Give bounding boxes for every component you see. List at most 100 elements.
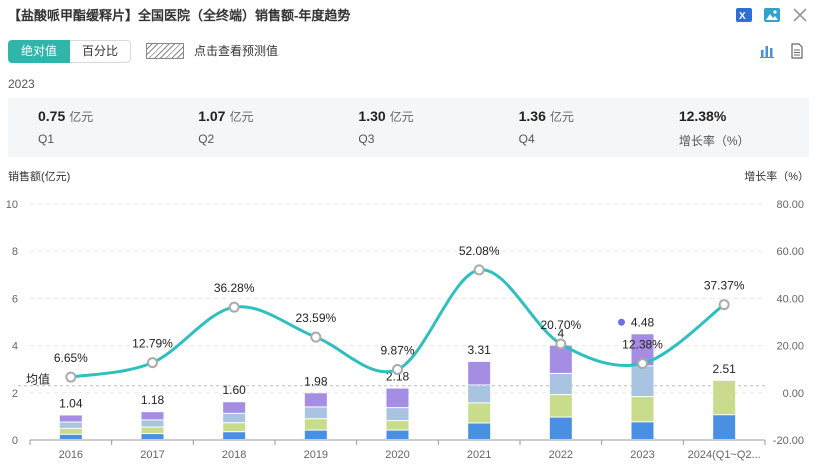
growth-point: [718, 299, 730, 311]
bar-segment-q1: [631, 422, 654, 439]
bar-segment-q2: [141, 427, 164, 434]
growth-rate-line: [70, 268, 726, 379]
bar-chart-icon[interactable]: [759, 43, 777, 61]
bar-total-label: 3.31: [467, 343, 491, 357]
stat-growth: 12.38% 增长率（%）: [649, 98, 809, 157]
growth-label: 36.28%: [214, 281, 255, 295]
forecast-label[interactable]: 点击查看预测值: [194, 44, 279, 58]
mean-label: 均值: [26, 372, 50, 387]
stat-value: 1.07: [198, 108, 226, 124]
stat-unit: 亿元: [69, 110, 94, 124]
bar-total-label: 1.98: [304, 374, 328, 388]
x-tick-label: 2023: [630, 449, 654, 461]
bar-segment-q3: [468, 385, 491, 403]
bar-segment-q4: [549, 345, 572, 373]
bar-total-label: 2.51: [712, 362, 736, 376]
growth-label: 20.70%: [540, 318, 581, 332]
bar-segment-q4: [386, 388, 409, 408]
bar-segment-q2: [713, 380, 736, 415]
forecast-hatch-swatch[interactable]: [146, 42, 184, 59]
stat-value: 1.30: [358, 108, 386, 124]
bar-segment-q1: [549, 417, 572, 439]
y2-axis-title: 增长率（%）: [744, 171, 809, 183]
bar-segment-q1: [59, 434, 82, 439]
y-axis-title: 销售额(亿元): [8, 171, 71, 183]
bar-total-label: 1.18: [141, 393, 165, 407]
stat-q3: 1.30 亿元 Q3: [328, 98, 488, 157]
growth-point: [637, 358, 648, 370]
excel-export-icon[interactable]: X: [735, 6, 753, 24]
growth-point: [392, 364, 403, 376]
growth-label: 37.37%: [704, 279, 745, 293]
x-tick-label: 2017: [140, 449, 164, 461]
chart-title: 【盐酸哌甲酯缓释片】全国医院（全终端）销售额-年度趋势: [8, 8, 351, 23]
stat-unit: 亿元: [549, 110, 574, 124]
growth-point: [555, 338, 567, 350]
x-tick-label: 2024(Q1~Q2...: [688, 449, 761, 461]
stat-value: 0.75: [38, 108, 66, 124]
bar-total-label: 1.60: [222, 383, 246, 397]
y-tick-label: 4: [12, 341, 18, 353]
absolute-value-button[interactable]: 绝对值: [8, 40, 71, 63]
bar-segment-q1: [386, 430, 409, 439]
growth-label: 9.87%: [380, 344, 414, 358]
x-tick-label: 2021: [467, 449, 491, 461]
bar-segment-q4: [631, 334, 654, 366]
data-view-icon[interactable]: [789, 43, 807, 61]
bar-total-label: 2.18: [386, 370, 410, 384]
y2-tick-label: -20.00: [773, 435, 804, 447]
stat-label: 增长率（%）: [678, 134, 750, 148]
x-tick-label: 2018: [222, 449, 246, 461]
bar-total-label: 4: [557, 327, 564, 341]
stat-q4: 1.36 亿元 Q4: [489, 98, 649, 157]
quarter-stats-panel: 0.75 亿元 Q1 1.07 亿元 Q2 1.30 亿元 Q3 1.36 亿元 Q4 …: [8, 98, 809, 157]
bar-total-label: 1.04: [59, 396, 83, 410]
y2-tick-label: 80.00: [776, 199, 804, 211]
bar-segment-q1: [141, 434, 164, 439]
x-tick-label: 2019: [304, 449, 328, 461]
bar-segment-q3: [304, 407, 327, 419]
stat-label: Q4: [518, 132, 535, 146]
close-icon[interactable]: [791, 6, 809, 24]
bar-segment-q4: [59, 415, 82, 422]
bar-segment-q4: [468, 361, 491, 385]
y-tick-label: 8: [12, 246, 18, 258]
growth-point: [65, 371, 77, 383]
stat-unit: 亿元: [229, 110, 254, 124]
stat-unit: 亿元: [389, 110, 414, 124]
header: 【盐酸哌甲酯缓释片】全国医院（全终端）销售额-年度趋势 X: [8, 6, 809, 28]
y2-tick-label: 60.00: [776, 246, 804, 258]
svg-text:X: X: [739, 11, 746, 22]
stat-label: Q1: [38, 132, 55, 146]
bar-segment-q3: [631, 366, 654, 397]
stat-value: 1.36: [518, 108, 546, 124]
y-tick-label: 0: [12, 435, 18, 447]
growth-point: [147, 357, 158, 369]
bar-segment-q1: [713, 415, 736, 439]
growth-label: 23.59%: [295, 311, 336, 325]
bar-segment-q2: [59, 428, 82, 434]
growth-label: 12.38%: [622, 338, 663, 352]
bar-total-label: 4.48: [631, 315, 655, 329]
growth-label: 12.79%: [132, 337, 173, 351]
y2-tick-label: 40.00: [776, 293, 804, 305]
value-mode-toggle: 绝对值 百分比: [8, 40, 132, 63]
bar-segment-q2: [631, 397, 654, 422]
stat-q2: 1.07 亿元 Q2: [168, 98, 328, 157]
y-tick-label: 6: [12, 293, 18, 305]
y-tick-label: 2: [12, 388, 18, 400]
stat-q1: 0.75 亿元 Q1: [8, 98, 168, 157]
x-tick-label: 2022: [549, 449, 573, 461]
stat-value: 12.38%: [678, 108, 727, 124]
chart-tools: [759, 43, 807, 61]
growth-label: 6.65%: [54, 351, 88, 365]
bar-segment-q1: [468, 423, 491, 439]
image-export-icon[interactable]: [763, 6, 781, 24]
percentage-button[interactable]: 百分比: [70, 40, 132, 63]
x-tick-label: 2016: [59, 449, 83, 461]
header-icons: X: [735, 6, 809, 24]
forecast-toggle[interactable]: 点击查看预测值: [146, 42, 278, 59]
stat-label: Q3: [358, 132, 375, 146]
growth-point: [228, 301, 240, 313]
